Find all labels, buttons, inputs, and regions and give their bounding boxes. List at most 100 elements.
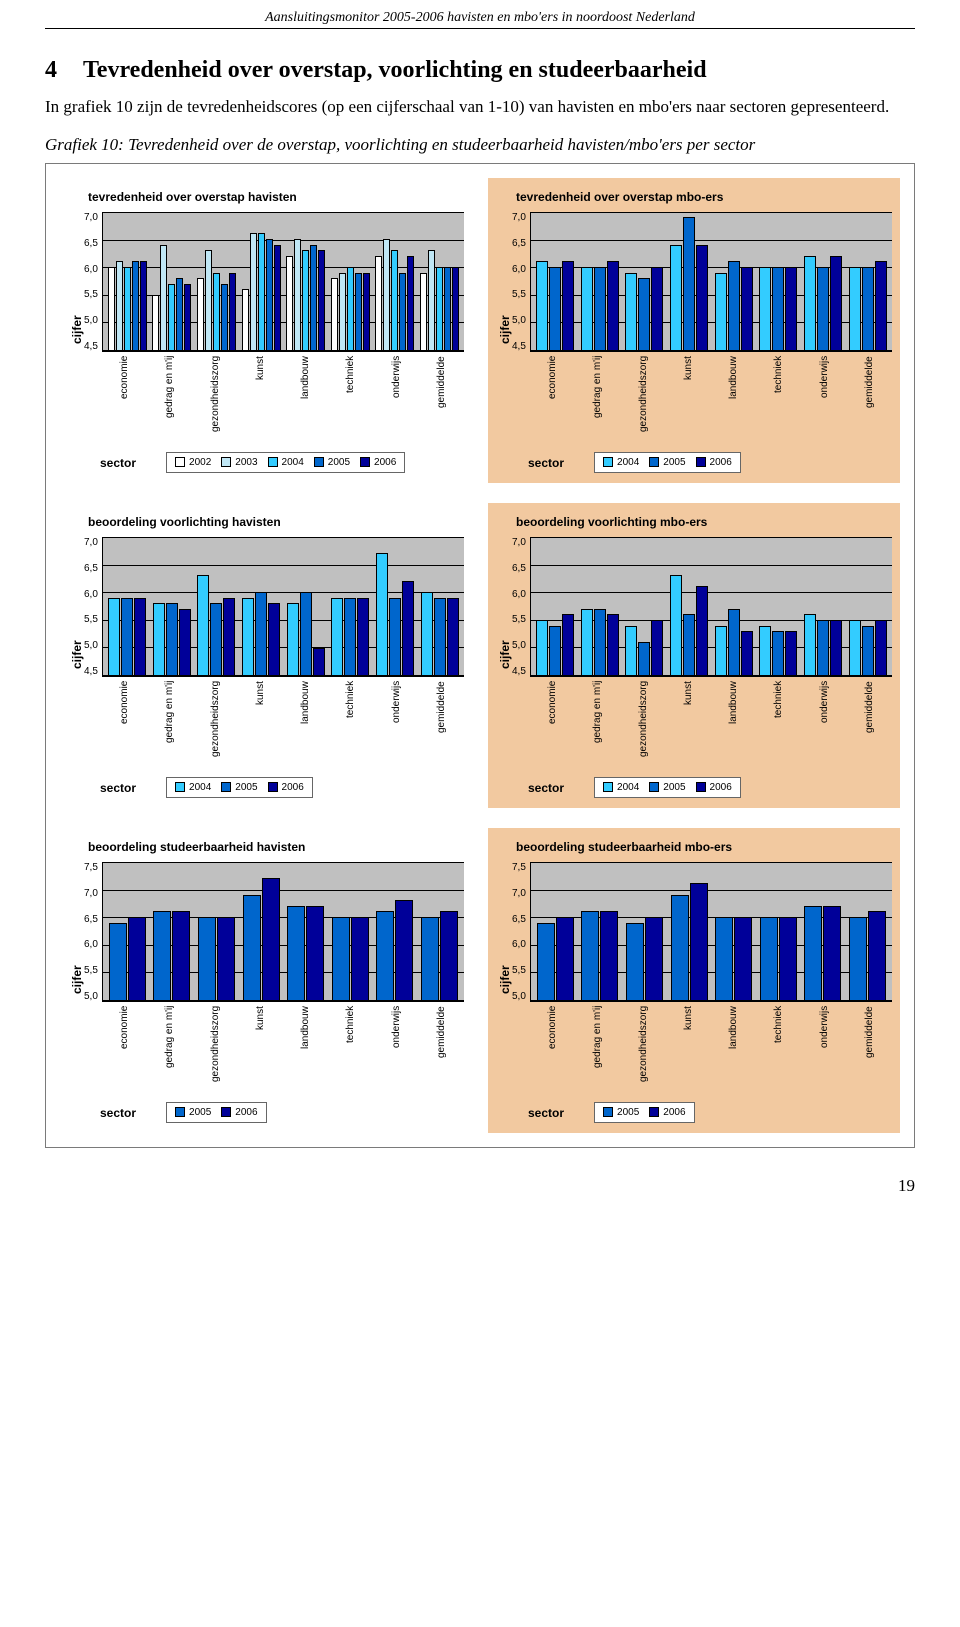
bar [376,553,388,676]
bar [625,273,637,351]
bar [197,575,209,676]
bar [132,261,139,351]
bar [444,267,451,351]
bar [670,575,682,676]
bar-group [715,261,753,351]
bar [306,906,324,1001]
x-axis-label: sector [528,777,564,795]
bar [830,256,842,351]
bar [179,609,191,676]
bar [741,631,753,676]
bar [772,631,784,676]
bar [849,917,867,1001]
page-number: 19 [45,1176,915,1196]
legend: 2004 2005 2006 [594,777,741,798]
bar-group [581,261,619,351]
bar [339,273,346,351]
chart-panel-overstap-mbo: tevredenheid over overstap mbo-erscijfer… [488,178,900,483]
bar [625,626,637,676]
bar [351,917,369,1001]
legend-item: 2006 [696,782,732,793]
bar [109,923,127,1001]
bar [357,598,369,676]
y-axis: 7,06,56,05,55,04,5 [84,537,102,677]
bar [715,626,727,676]
bar-group [331,598,369,676]
legend-item: 2004 [175,782,211,793]
legend: 20022003200420052006 [166,452,405,473]
bar [332,917,350,1001]
bar-group [421,592,459,676]
bar-group [760,917,797,1001]
bar [817,267,829,351]
bar-group [420,250,459,351]
y-axis-label: cijfer [68,537,84,773]
bar-group [536,614,574,676]
chart-panel-voorlichting-havisten: beoordeling voorlichting havistencijfer7… [60,503,472,808]
bar [452,267,459,351]
bar [250,233,257,351]
legend-item: 2005 [603,1107,639,1118]
chart-panel-voorlichting-mbo: beoordeling voorlichting mbo-erscijfer7,… [488,503,900,808]
bar [331,598,343,676]
bar [562,261,574,351]
bar [121,598,133,676]
section-title-text: Tevredenheid over overstap, voorlichting… [83,57,707,84]
legend: 200420052006 [594,452,741,473]
bar-group [421,911,458,1001]
bar [556,917,574,1001]
bar [741,267,753,351]
bar [607,614,619,676]
chart-panel-studeerbaarheid-havisten: beoordeling studeerbaarheid havistencijf… [60,828,472,1133]
bar [440,911,458,1001]
bar [785,631,797,676]
legend: 20052006 [166,1102,267,1123]
bar [772,267,784,351]
body-text: In grafiek 10 zijn de tevredenheidscores… [45,96,915,119]
bar [868,911,886,1001]
bar [363,273,370,351]
bar [683,217,695,351]
bar [134,598,146,676]
legend-item: 2004 [603,782,639,793]
bar [318,250,325,351]
bar [804,906,822,1001]
bar [287,603,299,676]
bar [124,267,131,351]
bar-group [376,553,414,676]
bar [242,289,249,351]
section-number: 4 [45,57,57,84]
legend-item: 2005 [314,457,350,468]
legend-item: 2005 [649,782,685,793]
bar [116,261,123,351]
bar-group [625,620,663,676]
bar-group [332,917,369,1001]
bar [420,273,427,351]
y-axis: 7,06,56,05,55,04,5 [512,212,530,352]
bar-group [153,911,190,1001]
bar-group [804,614,842,676]
bar [594,267,606,351]
legend-item: 2006 [360,457,396,468]
running-header: Aansluitingsmonitor 2005-2006 havisten e… [45,10,915,29]
bar [258,233,265,351]
legend-item: 2006 [268,782,304,793]
bar [779,917,797,1001]
bar-group [375,239,414,351]
bar [266,239,273,351]
bar [849,267,861,351]
bar [875,620,887,676]
bar [671,895,689,1001]
bar [728,261,740,351]
bar [391,250,398,351]
bar [638,278,650,351]
legend-item: 2005 [175,1107,211,1118]
legend-item: 2006 [649,1107,685,1118]
plot-area [530,212,892,352]
bar-group [153,603,191,676]
x-axis-label: sector [100,452,136,470]
bar [549,626,561,676]
plot-area [102,862,464,1002]
bar [108,267,115,351]
bar [549,267,561,351]
